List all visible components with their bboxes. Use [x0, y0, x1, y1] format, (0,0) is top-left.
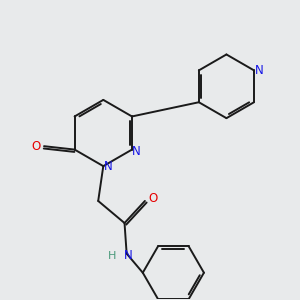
Text: N: N — [255, 64, 263, 77]
Text: H: H — [108, 251, 116, 261]
Text: O: O — [32, 140, 41, 153]
Text: O: O — [148, 192, 158, 205]
Text: N: N — [104, 160, 113, 172]
Text: N: N — [132, 145, 141, 158]
Text: N: N — [124, 249, 132, 262]
